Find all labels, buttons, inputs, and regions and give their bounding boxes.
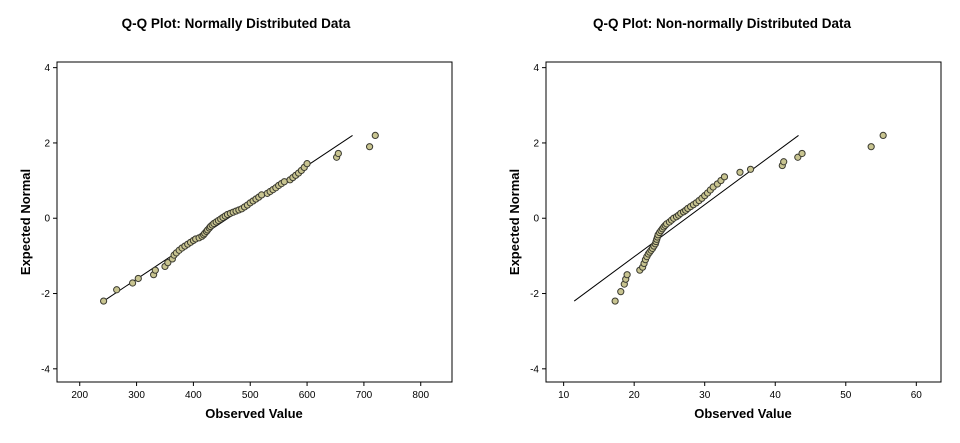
chart-title: Q-Q Plot: Non-normally Distributed Data (593, 16, 852, 31)
data-point (164, 259, 172, 267)
y-tick-label: 4 (533, 63, 539, 74)
data-point (798, 149, 806, 158)
x-tick-label: 40 (770, 390, 782, 401)
y-tick-label: 4 (44, 63, 50, 74)
data-point (611, 297, 619, 305)
y-tick-label: -2 (530, 289, 539, 300)
y-axis: -4 -2 0 2 4 (41, 63, 57, 375)
data-point (736, 168, 744, 176)
x-axis-title: Observed Value (205, 406, 303, 421)
data-point (100, 297, 108, 305)
x-tick-label: 600 (299, 390, 316, 401)
data-point (617, 288, 625, 296)
data-point (780, 158, 788, 166)
data-points (100, 131, 379, 305)
x-tick-label: 200 (71, 390, 88, 401)
data-point (623, 271, 631, 279)
chart-title: Q-Q Plot: Normally Distributed Data (122, 16, 351, 31)
y-axis-title: Expected Normal (18, 169, 33, 275)
y-axis: -4 -2 0 2 4 (530, 63, 546, 375)
x-tick-label: 50 (840, 390, 852, 401)
x-tick-label: 20 (629, 390, 641, 401)
data-point (720, 173, 729, 181)
x-tick-label: 800 (412, 390, 429, 401)
x-tick-label: 400 (185, 390, 202, 401)
y-tick-label: 0 (533, 214, 539, 225)
y-tick-label: -4 (530, 364, 539, 375)
data-point (365, 143, 374, 151)
data-points (611, 131, 887, 305)
data-point (746, 165, 755, 173)
data-point (303, 160, 311, 168)
x-axis: 10 20 30 40 50 60 (558, 382, 922, 401)
qq-plot-non-normal: Q-Q Plot: Non-normally Distributed Data … (507, 16, 942, 421)
x-tick-label: 60 (911, 390, 923, 401)
y-tick-label: 2 (44, 138, 50, 149)
data-point (879, 131, 887, 140)
y-tick-label: 2 (533, 138, 539, 149)
y-tick-label: 0 (44, 214, 50, 225)
data-point (151, 266, 159, 274)
data-point (113, 286, 121, 294)
plot-area-frame (56, 61, 453, 383)
plot-area-frame (545, 61, 942, 383)
x-tick-label: 300 (128, 390, 145, 401)
y-axis-title: Expected Normal (507, 169, 522, 275)
data-point (371, 131, 379, 140)
reference-line (103, 134, 353, 302)
x-tick-label: 700 (356, 390, 373, 401)
x-tick-label: 30 (699, 390, 711, 401)
data-point (334, 149, 342, 158)
reference-line (573, 135, 799, 302)
qq-plot-normal: Q-Q Plot: Normally Distributed Data 200 3… (18, 16, 453, 421)
data-point (134, 274, 142, 283)
x-tick-label: 10 (558, 390, 570, 401)
data-point (128, 279, 137, 287)
x-tick-label: 500 (242, 390, 259, 401)
y-tick-label: -4 (41, 364, 50, 375)
data-point (867, 143, 875, 151)
x-axis: 200 300 400 500 600 700 800 (71, 382, 430, 401)
x-axis-title: Observed Value (694, 406, 792, 421)
y-tick-label: -2 (41, 289, 50, 300)
